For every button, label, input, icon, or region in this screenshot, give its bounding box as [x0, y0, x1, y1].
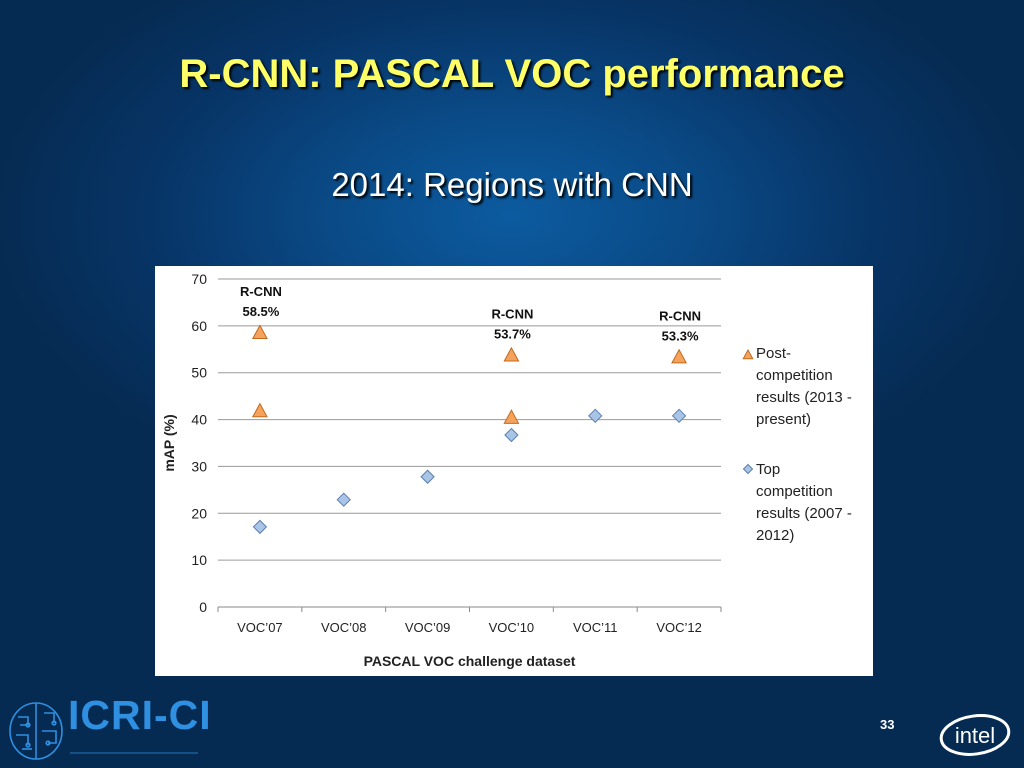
y-tick-label: 20	[191, 505, 207, 521]
intel-logo-icon: intel	[939, 714, 1011, 756]
legend-entry-text: results (2013 -	[756, 389, 852, 406]
annotation-value: 53.3%	[662, 328, 699, 343]
page-number: 33	[880, 717, 895, 732]
y-tick-label: 30	[191, 458, 207, 474]
x-axis-title: PASCAL VOC challenge dataset	[364, 653, 576, 669]
y-tick-label: 60	[191, 318, 207, 334]
diamond-point	[336, 492, 351, 507]
x-tick-label: VOC’08	[321, 620, 367, 635]
slide-subtitle: 2014: Regions with CNN	[331, 166, 693, 203]
legend-entry-text: Post-	[756, 345, 791, 362]
triangle-point	[503, 409, 520, 424]
legend-entry-text: 2012)	[756, 527, 794, 544]
legend-triangle-marker	[742, 348, 754, 360]
diamond-point	[671, 408, 687, 424]
legend-entry-text: present)	[756, 411, 811, 428]
y-tick-label: 50	[191, 365, 207, 381]
icri-ci-logo-text: ICRI-CI	[68, 692, 212, 738]
annotation-label: R-CNN	[659, 308, 701, 323]
triangle-point	[251, 324, 268, 340]
annotation-value: 58.5%	[242, 304, 279, 319]
x-tick-label: VOC’09	[405, 620, 451, 635]
x-tick-label: VOC’12	[656, 620, 702, 635]
legend-entry-text: competition	[756, 483, 833, 500]
y-tick-label: 10	[191, 552, 207, 568]
triangle-point	[503, 346, 520, 362]
annotation-value: 53.7%	[494, 326, 531, 341]
legend-entry-text: competition	[756, 367, 833, 384]
legend-entry-text: Top	[756, 461, 780, 478]
scatter-chart: 0 10 20 30 40 50 60 70 VOC’07 VOC’08 VOC’09 VOC’10 V…	[161, 271, 852, 669]
annotation-label: R-CNN	[240, 284, 282, 299]
diamond-point	[504, 427, 519, 443]
triangle-point	[671, 348, 688, 364]
legend-entry-text: results (2007 -	[756, 505, 852, 522]
intel-logo-text: intel	[955, 723, 995, 748]
x-tick-label: VOC’10	[489, 620, 535, 635]
diamond-point	[588, 408, 603, 424]
annotation-label: R-CNN	[491, 306, 533, 321]
x-tick-label: VOC’11	[573, 620, 618, 635]
y-axis-title: mAP (%)	[161, 414, 177, 471]
legend-diamond-marker	[742, 463, 754, 475]
x-tick-label: VOC’07	[237, 620, 283, 635]
y-tick-label: 40	[191, 412, 207, 428]
diamond-point	[252, 519, 268, 535]
slide-title: R-CNN: PASCAL VOC performance	[179, 52, 845, 96]
y-tick-label: 0	[199, 599, 207, 615]
chart-panel: 0 10 20 30 40 50 60 70 VOC’07 VOC’08 VOC’09 VOC’10 V…	[155, 266, 873, 676]
brain-icon	[9, 702, 198, 760]
triangle-point	[251, 402, 268, 418]
y-tick-label: 70	[191, 271, 207, 287]
diamond-point	[420, 469, 435, 484]
